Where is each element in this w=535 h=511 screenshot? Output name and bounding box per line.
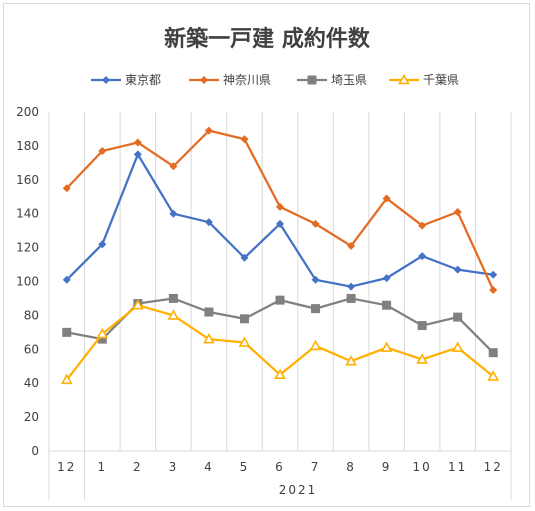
y-tick-label: 0 <box>31 444 39 458</box>
data-point <box>382 194 391 203</box>
data-point <box>169 162 178 171</box>
data-point <box>309 339 322 351</box>
grid <box>48 112 512 451</box>
data-point <box>489 270 498 279</box>
legend-label: 東京都 <box>125 73 161 87</box>
x-tick-label: 11 <box>448 460 467 474</box>
data-point <box>240 253 249 262</box>
data-point <box>418 252 427 261</box>
data-point <box>133 150 142 159</box>
data-point <box>489 285 498 294</box>
legend-item: 神奈川県 <box>189 73 271 87</box>
data-point <box>274 368 286 380</box>
x-tick-label: 7 <box>311 460 321 474</box>
legend-item: 千葉県 <box>389 73 459 87</box>
data-point <box>451 341 464 352</box>
data-point <box>311 275 320 284</box>
data-point <box>204 218 213 227</box>
y-tick-label: 60 <box>24 342 39 356</box>
y-tick-label: 20 <box>24 410 39 424</box>
data-point <box>453 208 462 217</box>
series-2 <box>62 126 498 294</box>
data-point <box>238 336 251 347</box>
y-tick-label: 100 <box>16 275 39 289</box>
legend-item: 東京都 <box>91 73 161 87</box>
data-point <box>418 221 427 230</box>
data-point <box>382 274 391 283</box>
data-point <box>167 309 180 320</box>
legend-item: 埼玉県 <box>297 73 367 87</box>
series-4 <box>60 299 500 385</box>
data-point <box>276 219 284 228</box>
y-tick-label: 160 <box>16 173 39 187</box>
legend-swatch-marker <box>200 76 208 84</box>
x-tick-label: 1 <box>97 460 107 474</box>
data-point <box>453 265 462 274</box>
data-point <box>169 209 178 218</box>
data-point <box>98 146 107 155</box>
y-tick-label: 140 <box>16 207 39 221</box>
x-tick-label: 9 <box>382 460 392 474</box>
series-line <box>66 297 495 354</box>
data-point <box>62 184 71 193</box>
legend-label: 埼玉県 <box>331 73 367 87</box>
data-point <box>347 241 356 250</box>
legend-swatch-marker <box>307 75 317 85</box>
series-layer <box>60 126 500 385</box>
x-tick-label: 2 <box>133 460 143 474</box>
x-tick-label: 12 <box>57 460 76 474</box>
data-point <box>416 353 429 364</box>
data-point <box>311 304 321 314</box>
x-tick-label: 10 <box>413 460 432 474</box>
x-tick-label: 5 <box>240 460 250 474</box>
data-point <box>347 282 356 291</box>
data-point <box>417 321 427 331</box>
data-point <box>345 355 357 366</box>
data-point <box>346 293 356 303</box>
x-group-label: 2021 <box>279 483 318 497</box>
legend: 東京都 神奈川県 埼玉県 千葉県 <box>91 73 459 87</box>
data-point <box>488 348 498 358</box>
data-point <box>203 332 215 344</box>
data-point <box>382 300 392 310</box>
y-tick-label: 120 <box>16 241 39 255</box>
data-point <box>62 275 71 284</box>
data-point <box>276 202 284 211</box>
data-point <box>239 314 249 324</box>
x-tick-label: 6 <box>275 460 285 474</box>
data-point <box>204 126 213 135</box>
x-tick-label: 12 <box>484 460 503 474</box>
data-point <box>380 341 393 352</box>
y-tick-label: 200 <box>16 105 39 119</box>
series-3 <box>62 293 498 358</box>
data-point <box>60 373 73 385</box>
data-point <box>240 135 249 144</box>
legend-swatch-marker <box>102 76 110 84</box>
data-point <box>168 293 178 303</box>
series-1 <box>62 150 498 291</box>
data-point <box>97 334 107 344</box>
y-tick-label: 40 <box>24 376 39 390</box>
data-point <box>275 295 285 305</box>
x-tick-label: 3 <box>169 460 179 474</box>
chart-title: 新築一戸建 成約件数 <box>164 26 371 52</box>
data-point <box>487 370 500 381</box>
data-point <box>62 327 72 337</box>
legend-swatch-marker <box>398 73 410 85</box>
x-tick-label: 8 <box>346 460 356 474</box>
data-point <box>133 138 142 147</box>
y-tick-label: 180 <box>16 139 39 153</box>
data-point <box>204 307 214 317</box>
x-tick-label: 4 <box>204 460 214 474</box>
data-point <box>96 327 109 339</box>
legend-label: 千葉県 <box>423 73 459 87</box>
data-point <box>131 299 144 310</box>
y-tick-label: 80 <box>24 308 39 322</box>
data-point <box>453 312 463 322</box>
data-point <box>98 240 107 249</box>
data-point <box>311 219 320 228</box>
legend-label: 神奈川県 <box>223 73 271 87</box>
